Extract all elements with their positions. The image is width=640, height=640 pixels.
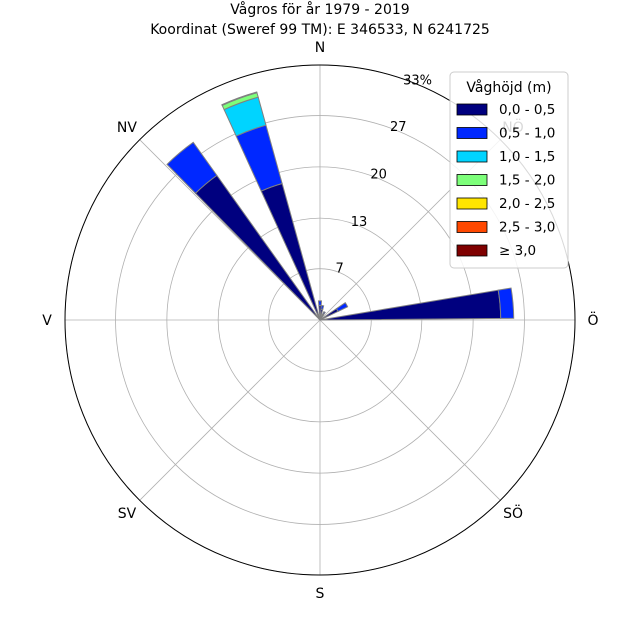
legend-label-0: 0,0 - 0,5 xyxy=(499,102,555,118)
radial-tick-label-1: 13 xyxy=(351,215,368,230)
legend-swatch-0 xyxy=(456,103,488,116)
outer-circle xyxy=(64,64,576,576)
direction-label-0: N xyxy=(315,40,325,56)
legend-label-1: 0,5 - 1,0 xyxy=(499,126,555,142)
direction-label-6: NV xyxy=(117,120,137,136)
grid-spoke-225 xyxy=(139,319,321,501)
legend-label-3: 1,5 - 2,0 xyxy=(499,173,555,189)
legend-label-4: 2,0 - 2,5 xyxy=(499,196,555,212)
radial-tick-label-3: 27 xyxy=(390,120,407,135)
radial-tick-label-4: 33% xyxy=(403,73,432,88)
legend-swatch-4 xyxy=(456,197,488,210)
chart-subtitle: Koordinat (Sweref 99 TM): E 346533, N 62… xyxy=(150,22,490,38)
bar-sector-6-bin-0 xyxy=(194,174,321,321)
direction-label-4: SV xyxy=(118,506,137,522)
radial-tick-label-0: 7 xyxy=(335,262,343,277)
legend-swatch-6 xyxy=(456,244,488,257)
bar-sector-5-bin-1 xyxy=(235,124,283,192)
bar-sector-5-bin-4 xyxy=(221,91,258,107)
grid-spoke-135 xyxy=(319,319,501,501)
bar-sector-2-bin-1 xyxy=(321,311,326,316)
legend-title: Våghöjd (m) xyxy=(466,79,551,96)
bar-sector-3-bin-1 xyxy=(335,301,349,313)
legend-swatch-3 xyxy=(456,174,488,186)
chart-title: Vågros för år 1979 - 2019 xyxy=(230,1,409,18)
direction-label-1: Ö xyxy=(587,311,598,329)
legend-label-2: 1,0 - 1,5 xyxy=(499,149,555,165)
bar-sector-6-bin-1 xyxy=(166,141,218,194)
legend-frame xyxy=(449,71,569,269)
bar-sector-1-bin-1 xyxy=(320,304,325,311)
legend-swatch-2 xyxy=(456,150,488,163)
direction-label-5: V xyxy=(42,313,52,329)
bar-sector-0-bin-1 xyxy=(317,300,323,307)
legend-entries: 0,0 - 0,5 0,5 - 1,0 1,0 - 1,5 1,5 - 2,0 2,0 … xyxy=(456,102,555,259)
direction-label-2: SÖ xyxy=(503,504,523,522)
legend-swatch-1 xyxy=(456,127,488,139)
legend: Våghöjd (m) 0,0 - 0,5 0,5 - 1,0 1,0 - 1,5 1… xyxy=(449,71,569,269)
direction-label-3: S xyxy=(316,586,325,602)
legend-label-5: 2,5 - 3,0 xyxy=(499,220,555,236)
radial-tick-label-2: 20 xyxy=(370,168,387,183)
radial-tick-labels: 7 13 20 27 33% xyxy=(335,73,432,276)
rose-bars xyxy=(166,91,515,321)
bar-sector-4-bin-1 xyxy=(497,287,515,319)
legend-swatch-5 xyxy=(456,221,488,233)
legend-label-6: ≥ 3,0 xyxy=(499,243,536,259)
